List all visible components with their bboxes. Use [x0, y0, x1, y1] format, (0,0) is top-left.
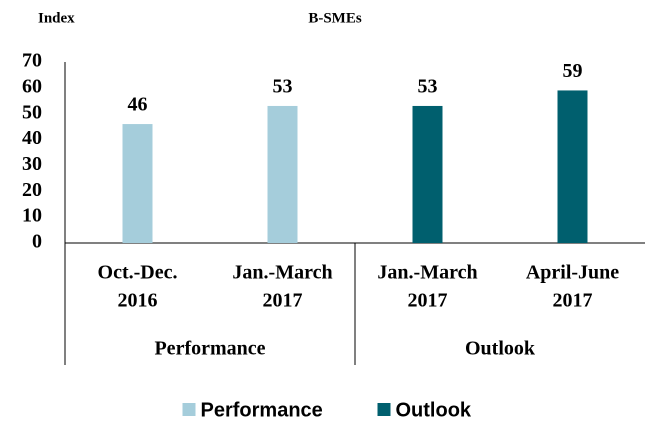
x-tick-label: 2017	[408, 290, 448, 312]
value-label: 59	[563, 60, 583, 82]
legend-label: Outlook	[396, 399, 472, 421]
x-tick-label: April-June	[526, 262, 619, 284]
value-label: 53	[418, 76, 438, 98]
group-label: Performance	[154, 338, 265, 360]
value-label: 53	[273, 76, 293, 98]
legend-swatch	[182, 403, 196, 416]
y-tick-label: 30	[22, 153, 42, 175]
bar	[557, 90, 588, 243]
bar	[122, 124, 153, 243]
legend-swatch	[377, 403, 391, 416]
x-tick-label: Jan.-March	[377, 262, 477, 284]
x-tick-label: 2016	[118, 290, 158, 312]
y-tick-label: 20	[22, 179, 42, 201]
y-tick-label: 50	[22, 101, 42, 123]
chart-title: B-SMEs	[308, 10, 362, 26]
group-label: Outlook	[465, 338, 536, 360]
y-tick-label: 0	[32, 231, 42, 253]
y-tick-label: 10	[22, 205, 42, 227]
x-tick-label: Oct.-Dec.	[98, 262, 178, 284]
x-tick-label: 2017	[263, 290, 303, 312]
value-label: 46	[128, 94, 148, 116]
x-tick-label: Jan.-March	[232, 262, 332, 284]
y-axis-label: Index	[38, 10, 75, 26]
y-tick-label: 40	[22, 127, 42, 149]
bar	[267, 105, 298, 243]
x-tick-label: 2017	[553, 290, 593, 312]
bar	[412, 105, 443, 243]
y-tick-label: 60	[22, 75, 42, 97]
legend-label: Performance	[201, 399, 323, 421]
y-tick-label: 70	[22, 50, 42, 72]
